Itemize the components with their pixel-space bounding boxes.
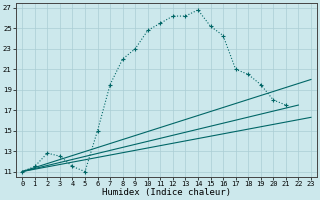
X-axis label: Humidex (Indice chaleur): Humidex (Indice chaleur) — [102, 188, 231, 197]
